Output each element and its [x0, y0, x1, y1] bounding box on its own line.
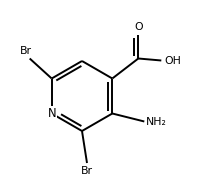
Text: Br: Br — [81, 166, 93, 176]
Text: Br: Br — [20, 46, 32, 56]
Text: OH: OH — [165, 56, 182, 66]
Text: N: N — [47, 107, 56, 120]
Text: NH₂: NH₂ — [146, 116, 167, 127]
Text: O: O — [134, 22, 143, 32]
